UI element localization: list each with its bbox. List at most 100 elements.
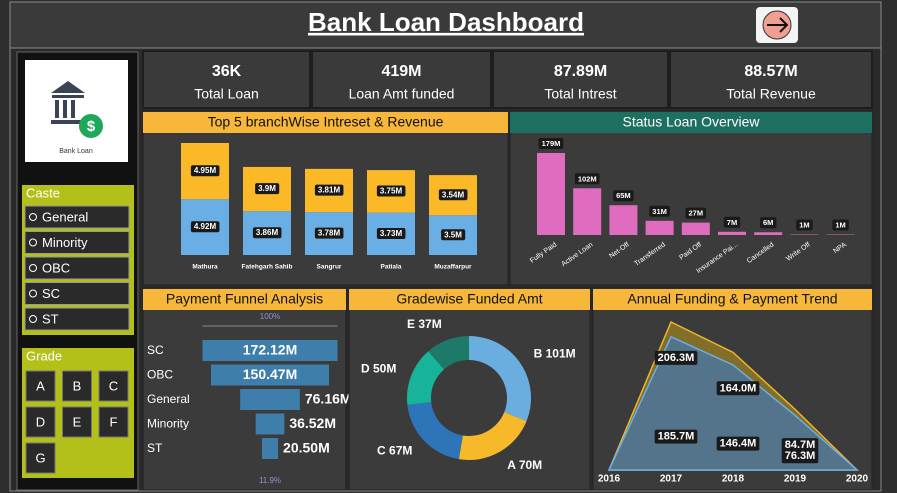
icon-beam bbox=[52, 95, 84, 98]
donut-slice bbox=[428, 336, 469, 370]
data-label-box bbox=[716, 436, 760, 451]
grade-option[interactable]: B bbox=[62, 370, 92, 402]
funnel-bar bbox=[202, 340, 338, 361]
data-label-box bbox=[538, 137, 564, 149]
data-label: 102M bbox=[578, 174, 597, 183]
option-label: ST bbox=[42, 311, 59, 326]
grade-option[interactable]: F bbox=[98, 406, 129, 438]
kpi-value: 419M bbox=[381, 63, 421, 80]
category-label: SC bbox=[147, 343, 164, 357]
data-label-box bbox=[716, 381, 760, 396]
option-label: F bbox=[110, 414, 118, 429]
data-label-box bbox=[723, 216, 741, 228]
data-label: 1M bbox=[835, 221, 845, 230]
data-label-box bbox=[314, 227, 344, 239]
caste-option[interactable]: Minority bbox=[24, 231, 130, 254]
grade-option[interactable]: G bbox=[25, 442, 56, 474]
option-box bbox=[25, 406, 56, 438]
data-label-box bbox=[649, 205, 670, 217]
bar bbox=[537, 153, 565, 235]
kpi-card: 419M Loan Amt funded bbox=[311, 50, 492, 109]
panel-title-bar bbox=[143, 289, 346, 310]
data-label: 3.75M bbox=[380, 187, 403, 196]
funnel-annotation: 11.9% bbox=[259, 476, 281, 485]
option-radio bbox=[29, 213, 37, 221]
slice-category: C bbox=[377, 444, 386, 458]
x-tick-label: 2017 bbox=[660, 474, 683, 485]
option-box bbox=[25, 442, 56, 474]
category-label: General bbox=[147, 392, 190, 406]
x-tick-label: Patiala bbox=[381, 264, 402, 271]
option-label: OBC bbox=[42, 260, 70, 275]
slice-label: C 67M bbox=[377, 444, 412, 458]
kpi-label: Total Loan bbox=[194, 86, 259, 102]
data-label: 185.7M bbox=[658, 431, 695, 443]
data-label: 3.54M bbox=[442, 190, 465, 199]
slice-category: E bbox=[407, 317, 415, 331]
data-label-box bbox=[685, 207, 707, 219]
slice-category: D bbox=[361, 362, 370, 376]
kpi-card: 36K Total Loan bbox=[142, 50, 311, 109]
grade-option[interactable]: A bbox=[25, 370, 56, 402]
data-label: 65M bbox=[616, 191, 631, 200]
data-label-box bbox=[654, 350, 698, 365]
caste-option[interactable]: ST bbox=[24, 307, 130, 331]
data-label: 76.3M bbox=[785, 450, 816, 462]
data-label-box bbox=[190, 165, 220, 177]
logo-box bbox=[25, 60, 128, 162]
data-label-box bbox=[255, 183, 280, 195]
option-box bbox=[25, 370, 56, 402]
icon-column bbox=[63, 100, 67, 118]
data-label-box bbox=[441, 229, 466, 241]
option-label: SC bbox=[42, 286, 60, 301]
grade-option[interactable]: C bbox=[98, 370, 129, 402]
grade-option[interactable]: E bbox=[62, 406, 92, 438]
funnel-bar bbox=[255, 413, 285, 435]
slice-label: B 101M bbox=[534, 346, 576, 360]
bank-icon: $ bbox=[51, 81, 103, 138]
next-button[interactable] bbox=[756, 7, 798, 43]
x-tick-label: Muzaffarpur bbox=[434, 264, 472, 271]
data-label: 4.95M bbox=[194, 166, 217, 175]
slice-value: 37M bbox=[418, 317, 441, 331]
donut-slice bbox=[469, 336, 531, 422]
x-tick-label: 2018 bbox=[722, 474, 745, 485]
option-label: Minority bbox=[42, 235, 88, 250]
kpi-box bbox=[492, 50, 669, 109]
funnel-annotation: 100% bbox=[260, 312, 280, 321]
data-label: 3.73M bbox=[380, 229, 403, 238]
kpi-label: Loan Amt funded bbox=[349, 86, 455, 102]
donut-slice bbox=[407, 402, 463, 460]
data-label-box bbox=[654, 429, 698, 444]
slice-label: E 37M bbox=[407, 317, 442, 331]
arrow-icon bbox=[767, 17, 789, 33]
option-box bbox=[62, 370, 92, 402]
chart-title: Status Loan Overview bbox=[623, 114, 761, 130]
donut-slice bbox=[407, 351, 445, 405]
data-label-box bbox=[438, 189, 468, 201]
data-label: 84.7M bbox=[785, 439, 816, 451]
icon-roof bbox=[51, 81, 85, 93]
kpi-label: Total Revenue bbox=[726, 86, 816, 102]
header-bar bbox=[9, 1, 882, 49]
data-label: 206.3M bbox=[658, 352, 695, 364]
bar bbox=[573, 188, 602, 235]
slice-value: 50M bbox=[373, 362, 396, 376]
caste-option[interactable]: General bbox=[24, 205, 130, 229]
data-label: 3.86M bbox=[256, 228, 279, 237]
grade-option[interactable]: D bbox=[25, 406, 56, 438]
data-label: 7M bbox=[727, 218, 737, 227]
x-tick-label: Sangrur bbox=[317, 264, 342, 271]
slice-label: D 50M bbox=[361, 362, 396, 376]
caste-title: Caste bbox=[26, 185, 60, 200]
category-label: ST bbox=[147, 441, 163, 455]
option-radio bbox=[29, 238, 37, 247]
caste-option[interactable]: SC bbox=[24, 282, 130, 305]
chart-panel: Annual Funding & Payment Trend 206.3M 164.… bbox=[592, 287, 873, 491]
caste-option[interactable]: OBC bbox=[24, 256, 130, 280]
slice-category: A bbox=[507, 458, 516, 472]
data-label-box bbox=[314, 184, 344, 196]
panel-title-bar bbox=[510, 112, 872, 133]
